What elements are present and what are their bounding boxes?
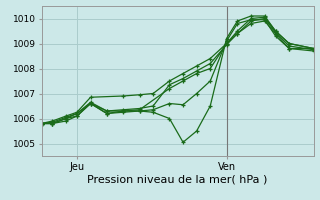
X-axis label: Pression niveau de la mer( hPa ): Pression niveau de la mer( hPa ) bbox=[87, 174, 268, 184]
